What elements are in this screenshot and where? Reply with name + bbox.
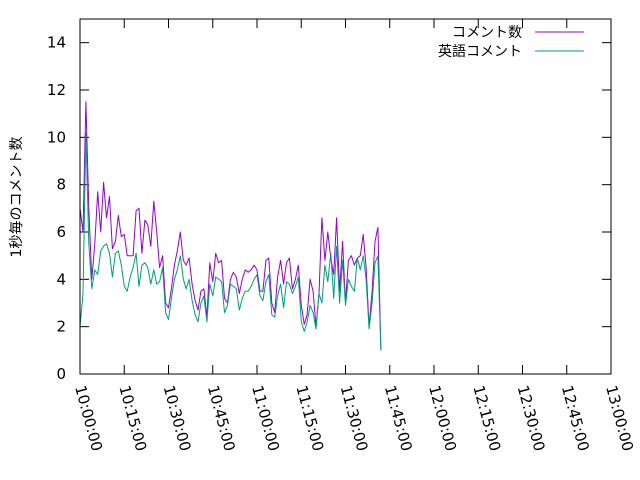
y-tick-label: 2: [56, 318, 66, 336]
y-tick-label: 10: [47, 128, 66, 146]
x-tick-label: 11:45:00: [381, 383, 416, 453]
y-tick-label: 14: [47, 34, 66, 52]
y-axis-title: 1秒毎のコメント数: [9, 137, 25, 258]
series-line-1: [79, 132, 382, 351]
x-tick-label: 12:30:00: [514, 383, 549, 453]
plot-frame: [79, 18, 612, 375]
x-axis-ticks: 10:00:00 10:15:00 10:30:00 10:45:00 11:00:00…: [71, 19, 637, 453]
y-tick-label: 4: [56, 270, 66, 288]
series-line-0: [79, 101, 382, 351]
x-tick-label: 10:15:00: [115, 383, 150, 453]
x-tick-label: 10:45:00: [204, 383, 239, 453]
x-tick-label: 11:00:00: [248, 383, 283, 453]
series-group: [79, 101, 382, 351]
legend-label-0: コメント数: [452, 25, 522, 41]
x-tick-label: 13:00:00: [602, 383, 637, 453]
x-tick-label: 10:00:00: [71, 383, 106, 453]
x-tick-label: 10:30:00: [160, 383, 195, 453]
y-axis-ticks: 0 2 4 6 8 10 12 14: [47, 34, 611, 383]
y-tick-label: 0: [56, 365, 66, 383]
y-tick-label: 8: [56, 176, 66, 194]
y-tick-label: 6: [56, 223, 66, 241]
x-tick-label: 11:30:00: [337, 383, 372, 453]
legend-label-1: 英語コメント: [438, 43, 522, 60]
x-tick-label: 12:15:00: [469, 383, 504, 453]
x-tick-label: 11:15:00: [292, 383, 327, 453]
y-tick-label: 12: [47, 81, 66, 99]
x-tick-label: 12:00:00: [425, 383, 460, 453]
x-tick-label: 12:45:00: [558, 383, 593, 453]
